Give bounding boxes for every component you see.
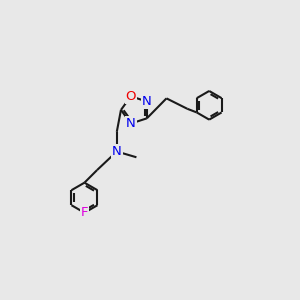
Text: N: N xyxy=(142,95,152,108)
Text: N: N xyxy=(126,117,136,130)
Text: O: O xyxy=(126,90,136,103)
Text: F: F xyxy=(81,206,88,219)
Text: N: N xyxy=(112,145,122,158)
